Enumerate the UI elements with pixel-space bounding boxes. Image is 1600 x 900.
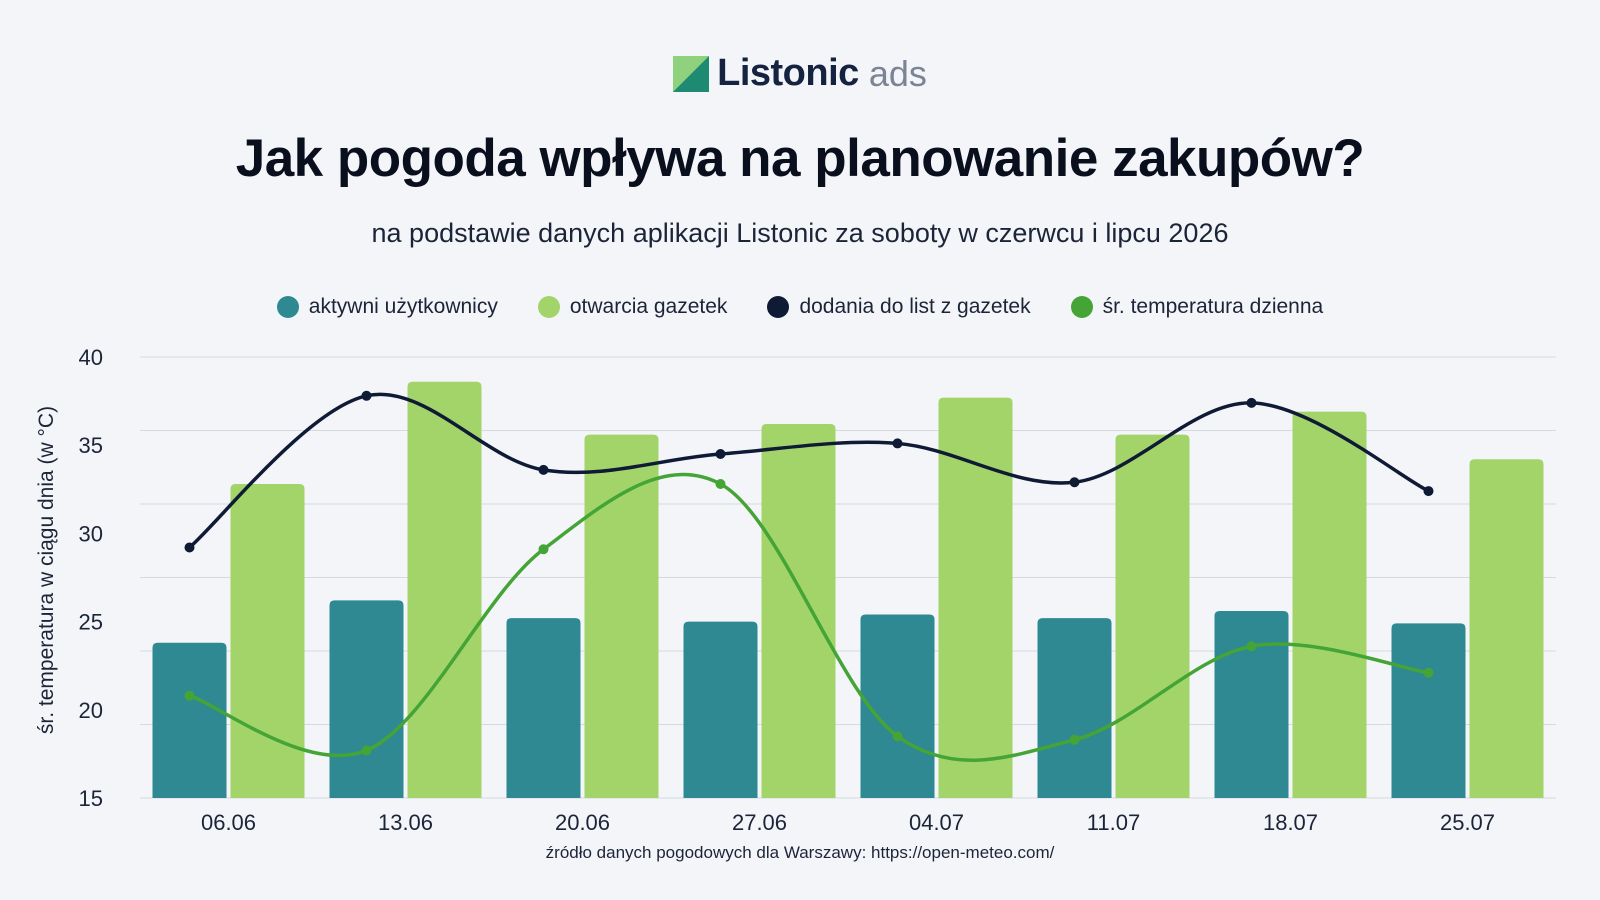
bar	[1469, 459, 1544, 798]
brand-name: Listonic	[717, 52, 859, 94]
bar	[506, 618, 581, 798]
line-point	[1069, 477, 1080, 488]
line-point	[1246, 641, 1257, 652]
x-tick-label: 13.06	[378, 810, 433, 835]
legend-label: aktywni użytkownicy	[308, 295, 498, 318]
legend-dot	[767, 296, 790, 318]
listonic-logo-icon	[673, 55, 710, 92]
page-title: Jak pogoda wpływa na planowanie zakupów?	[235, 129, 1365, 188]
line-point	[1246, 397, 1257, 408]
bar	[938, 397, 1013, 798]
line-point	[538, 544, 549, 555]
legend-item-list-adds: dodania do list z gazetek	[767, 295, 1031, 319]
x-tick-label: 06.06	[201, 810, 256, 835]
legend-item-active-users: aktywni użytkownicy	[276, 295, 498, 319]
x-tick-label: 11.07	[1087, 810, 1140, 835]
bar	[1115, 434, 1190, 798]
bar	[1391, 623, 1466, 798]
line-point	[538, 464, 549, 475]
legend-dot	[276, 296, 299, 318]
line-point	[715, 449, 726, 460]
line-point	[1069, 734, 1080, 745]
page-subtitle: na podstawie danych aplikacji Listonic z…	[371, 218, 1229, 248]
bar	[407, 381, 482, 798]
line-point	[892, 438, 903, 449]
legend-item-avg-temperature: śr. temperatura dzienna	[1070, 295, 1324, 319]
bar	[683, 621, 758, 798]
bar	[1037, 618, 1112, 798]
x-tick-label: 04.07	[909, 810, 964, 835]
line-point	[361, 745, 372, 756]
brand-suffix: ads	[868, 52, 927, 94]
line-point	[715, 479, 726, 490]
data-source-note: źródło danych pogodowych dla Warszawy: h…	[545, 843, 1055, 862]
line-point	[184, 690, 195, 701]
bar	[152, 642, 227, 798]
y-tick-label: 25	[79, 610, 103, 635]
line-point	[184, 542, 195, 553]
x-tick-label: 18.07	[1263, 810, 1318, 835]
chart-legend: aktywni użytkownicy otwarcia gazetek dod…	[0, 295, 1600, 319]
legend-dot	[537, 296, 560, 318]
legend-label: otwarcia gazetek	[569, 295, 728, 318]
line-point	[1423, 667, 1434, 678]
legend-item-flyer-opens: otwarcia gazetek	[537, 295, 728, 319]
series-line	[188, 472, 1429, 762]
bar	[329, 600, 404, 798]
bar	[1292, 411, 1367, 798]
legend-label: dodania do list z gazetek	[799, 295, 1031, 318]
y-tick-label: 40	[79, 345, 103, 370]
bar	[860, 614, 935, 798]
bar	[1214, 611, 1289, 798]
brand-logo: Listonic ads	[0, 52, 1600, 95]
bar	[230, 484, 305, 798]
y-tick-label: 20	[79, 698, 103, 723]
y-tick-label: 15	[79, 786, 103, 811]
x-tick-label: 25.07	[1440, 810, 1495, 835]
legend-dot	[1070, 296, 1093, 318]
y-tick-label: 35	[79, 433, 103, 458]
series-line	[188, 392, 1430, 549]
bar	[761, 424, 836, 798]
bar	[584, 434, 659, 798]
x-tick-label: 27.06	[732, 810, 787, 835]
y-tick-label: 30	[79, 521, 103, 546]
line-point	[361, 390, 372, 401]
line-point	[892, 731, 903, 742]
line-point	[1423, 486, 1434, 497]
x-tick-label: 20.06	[555, 810, 610, 835]
legend-label: śr. temperatura dzienna	[1102, 295, 1324, 318]
